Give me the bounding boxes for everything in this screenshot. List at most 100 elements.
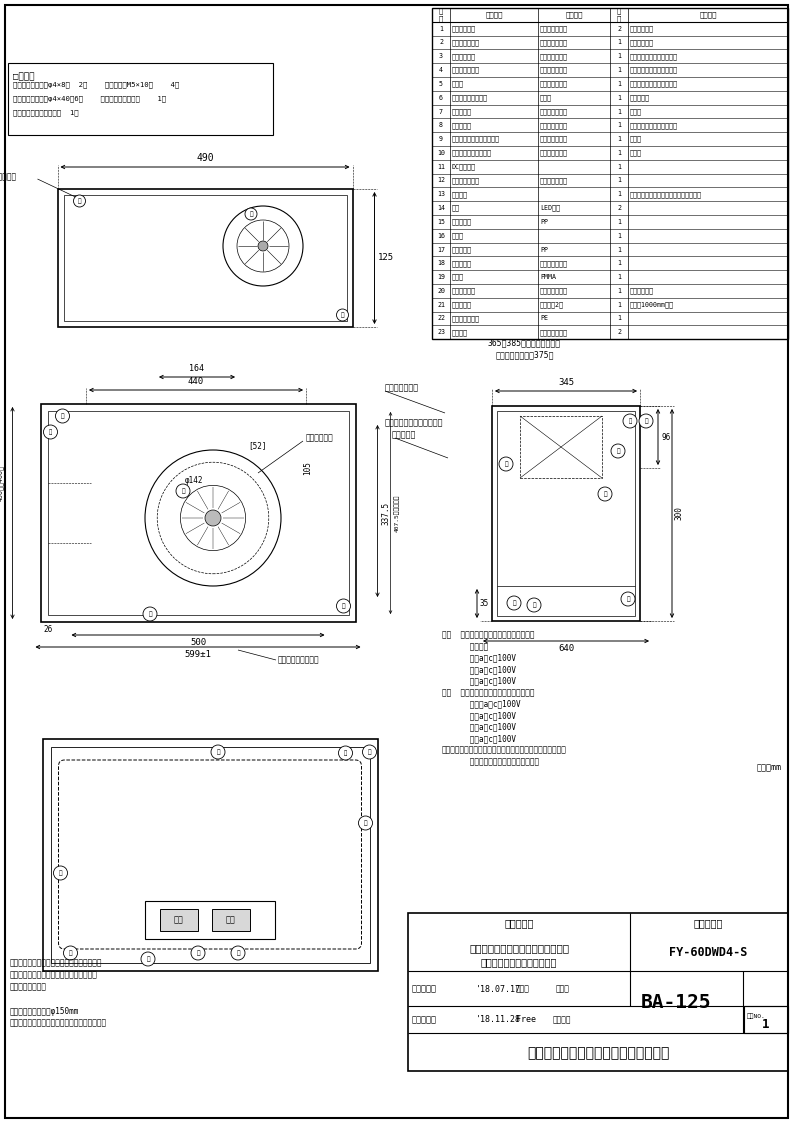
Text: アタッチメントをご使用ください: アタッチメントをご使用ください	[442, 757, 539, 766]
Text: 1: 1	[617, 164, 621, 170]
Text: 365～385（幕板可動範囲）: 365～385（幕板可動範囲）	[488, 338, 561, 347]
Text: 21: 21	[437, 302, 445, 308]
Text: PE: PE	[540, 316, 548, 321]
Text: プレコート鋼板: プレコート鋼板	[540, 39, 568, 46]
Bar	[145, 901, 275, 939]
Text: 2: 2	[617, 329, 621, 336]
Text: 背面取付用穴: 背面取付用穴	[306, 433, 334, 442]
Text: 1: 1	[617, 109, 621, 115]
Text: 26: 26	[44, 624, 53, 633]
Text: 亜鉛メッキ鋼板: 亜鉛メッキ鋼板	[540, 108, 568, 115]
Text: 345: 345	[558, 378, 574, 387]
Text: ポンプ: ポンプ	[452, 232, 464, 239]
Text: 22: 22	[437, 316, 445, 321]
Text: ・常時換気お願いラベル  1個: ・常時換気お願いラベル 1個	[13, 110, 79, 117]
Text: 14: 14	[437, 206, 445, 211]
Text: 105: 105	[303, 462, 312, 475]
Text: 受光部: 受光部	[452, 274, 464, 281]
Text: 13: 13	[437, 191, 445, 198]
Text: FY-60DWD4-S: FY-60DWD4-S	[668, 947, 747, 959]
Text: 490: 490	[196, 153, 214, 163]
Text: 1: 1	[617, 53, 621, 60]
Bar	[43, 739, 377, 971]
Text: 取付金具: 取付金具	[452, 329, 468, 336]
Text: 1: 1	[617, 316, 621, 321]
Circle shape	[362, 745, 377, 759]
Text: ⑫: ⑫	[644, 418, 648, 423]
Text: ②: ②	[61, 413, 64, 419]
Circle shape	[339, 746, 353, 760]
Bar	[8, 63, 273, 135]
Text: 20: 20	[437, 287, 445, 294]
Text: 常時：a．c．100V: 常時：a．c．100V	[442, 700, 521, 709]
Text: ⑩: ⑩	[532, 602, 536, 608]
Text: （別売品）: （別売品）	[392, 430, 416, 439]
Text: 9: 9	[439, 136, 443, 143]
Text: ファン・フィルター: ファン・フィルター	[452, 94, 488, 101]
Text: 中：a．c．100V: 中：a．c．100V	[442, 665, 516, 674]
Text: ウォーターストッパー: ウォーターストッパー	[452, 149, 492, 156]
Text: 1: 1	[617, 191, 621, 198]
Text: 10: 10	[437, 149, 445, 156]
Text: ①: ①	[364, 820, 367, 825]
Text: 1: 1	[617, 274, 621, 280]
Text: 3: 3	[439, 53, 443, 60]
Circle shape	[611, 444, 625, 458]
Text: ㉓: ㉓	[49, 429, 52, 435]
Text: 撥水性塗装: 撥水性塗装	[630, 94, 650, 101]
Text: 温度センサー部: 温度センサー部	[452, 316, 480, 322]
Text: Free: Free	[516, 1015, 536, 1024]
Circle shape	[231, 946, 245, 960]
Bar	[51, 747, 370, 964]
Bar	[48, 411, 348, 615]
Circle shape	[143, 608, 157, 621]
Text: 強：a．c．100V: 強：a．c．100V	[442, 676, 516, 685]
Text: パナソニックエコシステムズ株式会社: パナソニックエコシステムズ株式会社	[527, 1046, 669, 1060]
Text: 幕板（別売品）: 幕板（別売品）	[385, 383, 419, 393]
Text: アルミ: アルミ	[540, 94, 552, 101]
Text: 15: 15	[437, 219, 445, 225]
Text: ファンボックス: ファンボックス	[452, 177, 480, 184]
Circle shape	[44, 424, 58, 439]
Text: 自動溶着生地（シルバー）: 自動溶着生地（シルバー）	[630, 81, 678, 88]
Text: 図　面: 図 面	[556, 985, 570, 994]
Circle shape	[258, 241, 268, 252]
Text: ⑨: ⑨	[148, 611, 151, 617]
Text: 自動溶着生地（シルバー）: 自動溶着生地（シルバー）	[630, 122, 678, 129]
Text: 受流板: 受流板	[452, 81, 464, 88]
Text: 1: 1	[439, 26, 443, 31]
Text: PP: PP	[540, 247, 548, 253]
Text: 440: 440	[188, 377, 204, 386]
Bar	[58, 189, 353, 327]
Text: フラット形レンジフード（外形図）: フラット形レンジフード（外形図）	[469, 943, 569, 953]
Text: 亜鉛メッキ鋼板: 亜鉛メッキ鋼板	[540, 261, 568, 266]
Circle shape	[63, 946, 78, 960]
Circle shape	[336, 309, 348, 321]
Text: ⑥: ⑥	[616, 448, 620, 454]
Text: 35: 35	[480, 600, 489, 609]
Text: 2: 2	[617, 206, 621, 211]
Text: 1: 1	[617, 149, 621, 156]
Text: 1: 1	[617, 67, 621, 73]
Text: プレコート鋼板: プレコート鋼板	[540, 53, 568, 60]
Text: パネル（オリフィス一体）: パネル（オリフィス一体）	[452, 136, 500, 143]
Circle shape	[245, 208, 257, 220]
Text: 4: 4	[439, 67, 443, 73]
Text: 1: 1	[617, 302, 621, 308]
Circle shape	[141, 952, 155, 966]
Text: （シルバー）: （シルバー）	[630, 287, 654, 294]
Text: トレイパネル: トレイパネル	[452, 53, 476, 60]
Text: ⑮: ⑮	[196, 950, 200, 956]
Text: 23: 23	[437, 329, 445, 336]
Text: 7: 7	[439, 109, 443, 115]
Text: スピンナー: スピンナー	[452, 108, 472, 115]
Text: 材　　質: 材 質	[565, 11, 583, 18]
Text: '18.11.28: '18.11.28	[476, 1015, 521, 1024]
Text: 16: 16	[437, 232, 445, 239]
Text: 亜鉛メッキ鋼板: 亜鉛メッキ鋼板	[540, 329, 568, 336]
Text: BA-125: BA-125	[641, 994, 711, 1013]
Text: ①: ①	[628, 418, 632, 423]
Text: スイッチ: スイッチ	[452, 191, 468, 198]
Text: 1: 1	[617, 232, 621, 239]
Text: 電源コード: 電源コード	[452, 301, 472, 308]
